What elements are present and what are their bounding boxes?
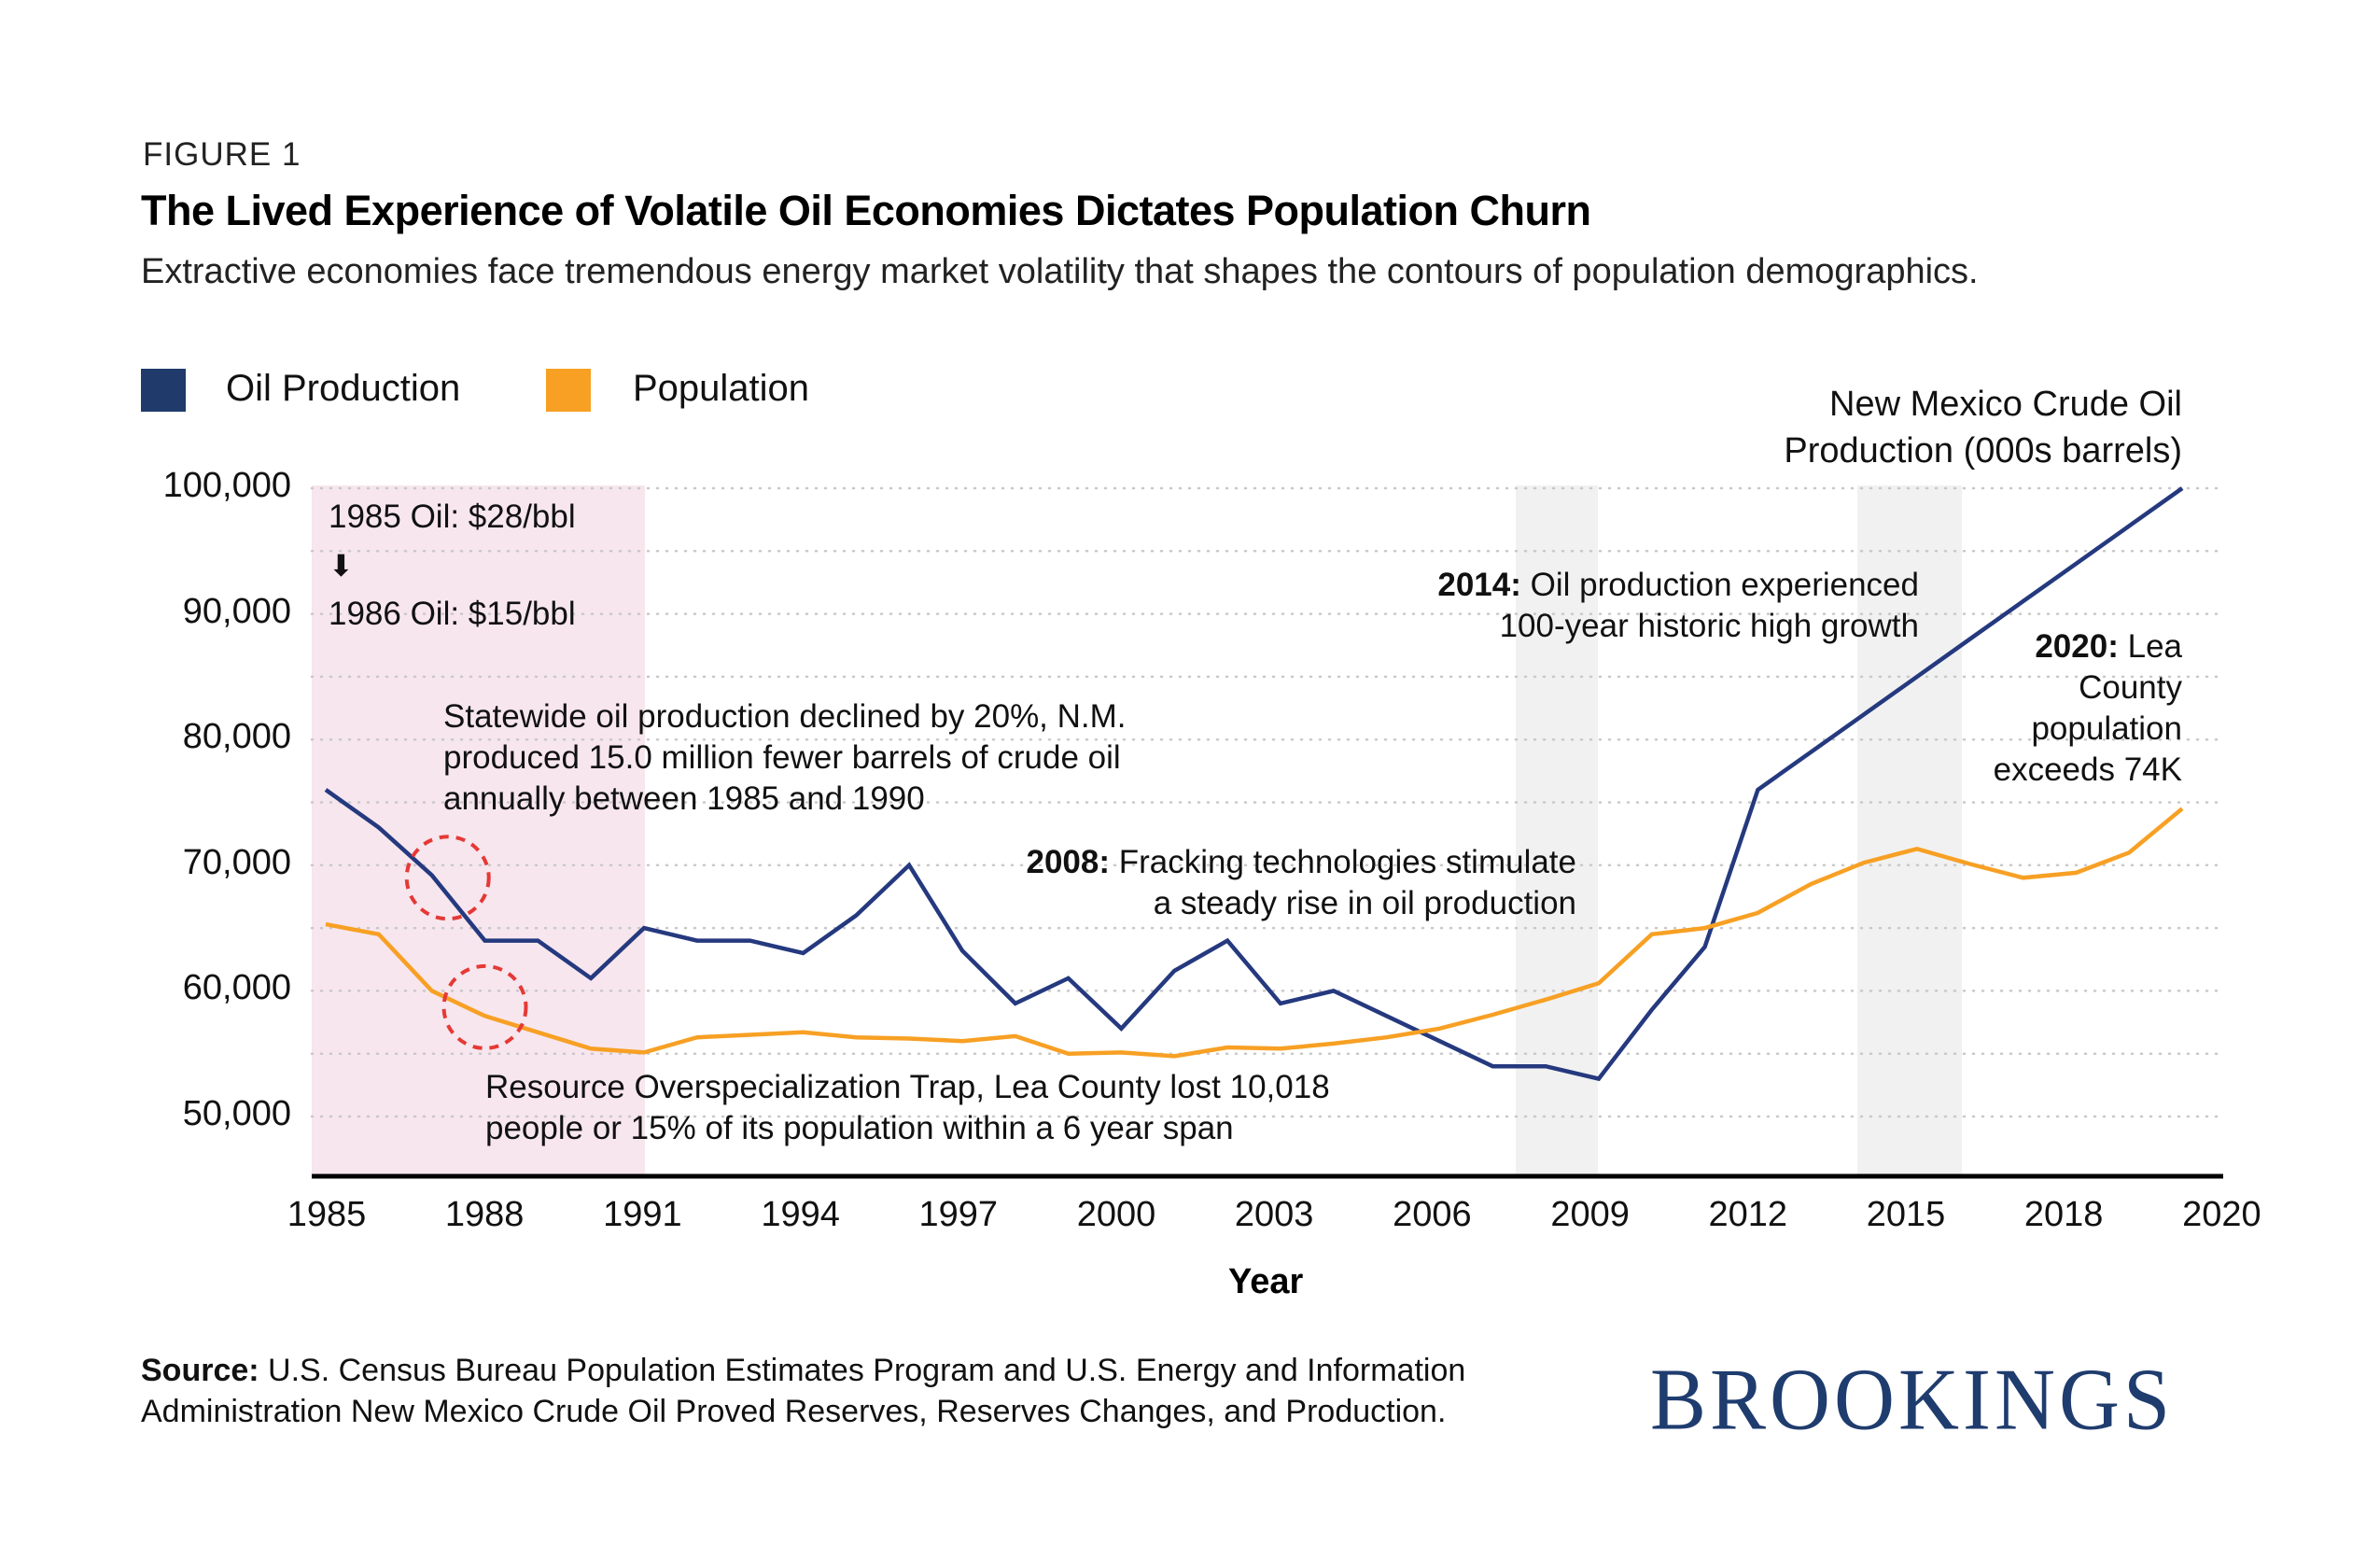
annotation-line: County xyxy=(2079,669,2182,706)
x-tick-label: 1994 xyxy=(761,1195,840,1234)
shaded-period-2 xyxy=(1516,485,1598,1176)
shaded-period-3 xyxy=(1857,485,1962,1176)
annotation-line: produced 15.0 million fewer barrels of c… xyxy=(443,739,1121,776)
x-tick-label: 1988 xyxy=(444,1195,525,1234)
annotation-line: Resource Overspecialization Trap, Lea Co… xyxy=(485,1069,1330,1105)
x-tick-label: 2020 xyxy=(2182,1195,2261,1234)
down-arrow-icon: ⬇ xyxy=(329,549,354,583)
highlight-circle-2 xyxy=(441,963,528,1050)
annotation-statewide-decline: Statewide oil production declined by 20%… xyxy=(443,696,1127,820)
y-tick-label: 50,000 xyxy=(182,1094,291,1133)
brookings-logo: BROOKINGS xyxy=(1650,1351,2175,1449)
x-tick-label: 2015 xyxy=(1866,1195,1946,1234)
annotation-line: 100-year historic high growth xyxy=(1499,608,1919,644)
annotation-oil-price-1986: 1986 Oil: $15/bbl xyxy=(329,596,576,632)
annotation-line: annually between 1985 and 1990 xyxy=(443,780,925,817)
annotation-2014-growth: 2014: Oil production experienced 100-yea… xyxy=(1437,565,1919,647)
x-tick-label: 2018 xyxy=(2023,1195,2104,1234)
chart-subtitle: Extractive economies face tremendous ene… xyxy=(141,252,1979,291)
legend-label-population: Population xyxy=(633,368,810,409)
figure-label: FIGURE 1 xyxy=(143,136,301,173)
annotation-year: 2014: xyxy=(1437,567,1521,603)
source-line-2: Administration New Mexico Crude Oil Prov… xyxy=(141,1394,1447,1429)
highlight-circle-1 xyxy=(404,835,491,921)
annotation-2020-lea-county: 2020: Lea County population exceeds 74K xyxy=(1994,626,2182,791)
annotation-line: Lea xyxy=(2118,628,2182,665)
y-tick-label: 80,000 xyxy=(182,717,291,757)
x-tick-label: 1997 xyxy=(918,1195,999,1234)
legend-label-oil-production: Oil Production xyxy=(226,368,461,409)
annotation-resource-trap: Resource Overspecialization Trap, Lea Co… xyxy=(485,1067,1330,1149)
x-tick-label: 2006 xyxy=(1393,1195,1472,1234)
series-label-line-1: New Mexico Crude Oil xyxy=(1829,385,2182,424)
y-tick-label: 70,000 xyxy=(182,842,291,882)
annotation-line: exceeds 74K xyxy=(1993,751,2182,788)
annotation-line: population xyxy=(2031,710,2182,747)
source-line-1: U.S. Census Bureau Population Estimates … xyxy=(259,1353,1466,1388)
y-tick-label: 60,000 xyxy=(182,968,291,1008)
annotation-line: Statewide oil production declined by 20%… xyxy=(443,698,1127,735)
annotation-line: people or 15% of its population within a… xyxy=(485,1110,1234,1146)
x-tick-label: 2000 xyxy=(1076,1195,1156,1234)
x-axis-title: Year xyxy=(1228,1262,1304,1301)
y-tick-label: 100,000 xyxy=(162,466,291,505)
legend-swatch-oil-production xyxy=(141,369,186,412)
x-tick-label: 2009 xyxy=(1550,1195,1630,1234)
x-tick-label: 1991 xyxy=(603,1195,682,1234)
annotation-2008-fracking: 2008: Fracking technologies stimulate a … xyxy=(1027,842,1577,924)
annotation-line: a steady rise in oil production xyxy=(1153,885,1576,921)
chart-title: The Lived Experience of Volatile Oil Eco… xyxy=(141,187,1591,234)
annotation-oil-price-1985: 1985 Oil: $28/bbl xyxy=(329,499,576,535)
annotation-line: Fracking technologies stimulate xyxy=(1110,844,1576,880)
shaded-period-1 xyxy=(312,485,645,1176)
x-tick-label: 2003 xyxy=(1234,1195,1314,1234)
legend-swatch-population xyxy=(546,369,591,412)
x-tick-label: 1985 xyxy=(287,1195,367,1234)
series-line-population xyxy=(325,807,2184,1059)
x-tick-label: 2012 xyxy=(1708,1195,1788,1234)
source-label: Source: xyxy=(141,1353,259,1388)
annotation-year: 2008: xyxy=(1026,844,1111,880)
series-label-line-2: Production (000s barrels) xyxy=(1784,431,2182,471)
y-axis-series-label: New Mexico Crude Oil Production (000s ba… xyxy=(1784,381,2182,474)
y-tick-label: 90,000 xyxy=(182,591,291,631)
annotation-line: Oil production experienced xyxy=(1520,567,1919,603)
annotation-year: 2020: xyxy=(2035,628,2119,665)
series-line-oil-production xyxy=(324,486,2184,1082)
source-note: Source: U.S. Census Bureau Population Es… xyxy=(141,1350,1465,1432)
